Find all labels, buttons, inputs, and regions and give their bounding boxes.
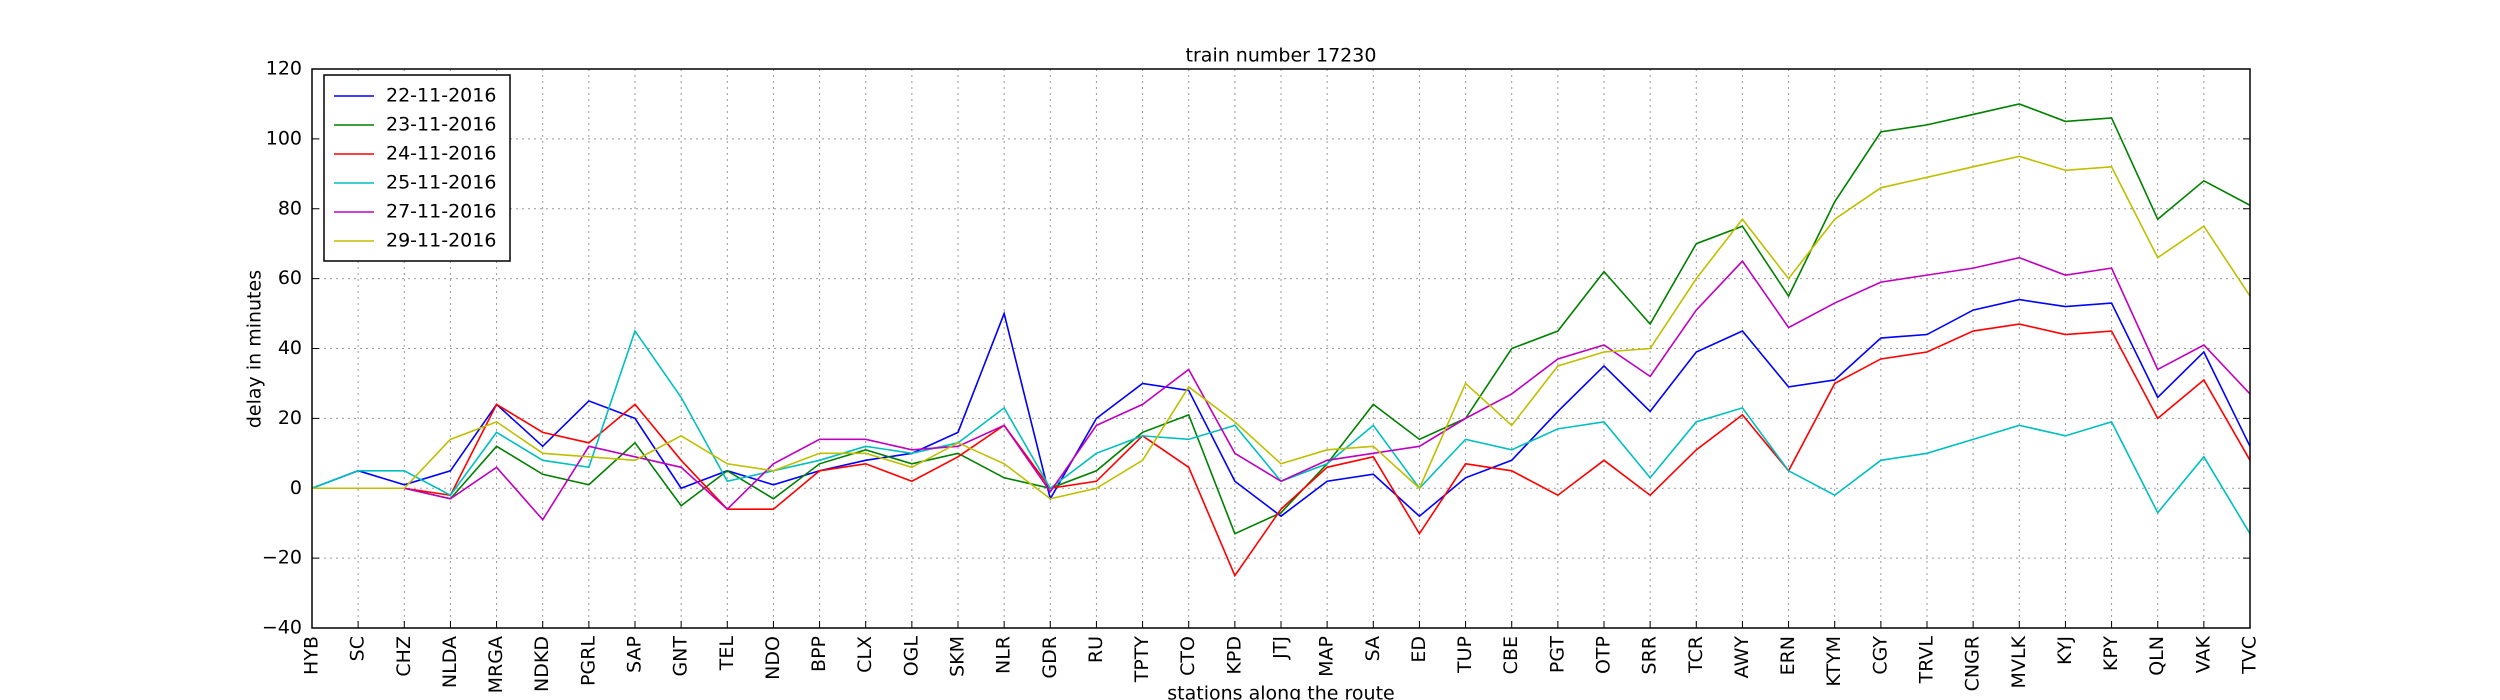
x-tick-label: SRR xyxy=(1639,636,1661,674)
y-tick-label: 40 xyxy=(278,337,302,359)
x-tick-label: GDR xyxy=(1039,636,1061,679)
y-tick-label: 100 xyxy=(266,127,302,149)
x-tick-label: AWY xyxy=(1731,636,1753,679)
legend-label: 25-11-2016 xyxy=(386,172,496,194)
x-tick-label: MVLK xyxy=(2008,635,2030,688)
x-tick-label: MRGA xyxy=(485,636,507,693)
x-tick-label: QLN xyxy=(2146,636,2168,676)
x-tick-label: RU xyxy=(1085,636,1107,663)
legend-label: 22-11-2016 xyxy=(386,85,496,107)
x-tick-label: CLX xyxy=(854,636,876,673)
x-tick-label: HYB xyxy=(301,636,323,675)
x-tick-label: BPP xyxy=(808,636,830,672)
x-tick-label: NLDA xyxy=(439,636,461,688)
x-tick-label: SC xyxy=(347,636,369,661)
x-tick-label: NDO xyxy=(762,636,784,680)
chart-title: train number 17230 xyxy=(1186,45,1377,67)
y-tick-label: 20 xyxy=(278,407,302,429)
x-tick-label: CBE xyxy=(1500,636,1522,674)
legend-label: 29-11-2016 xyxy=(386,230,496,252)
x-tick-label: VAK xyxy=(2192,635,2214,673)
x-tick-label: CTO xyxy=(1177,636,1199,676)
x-tick-label: KTYM xyxy=(1823,636,1845,687)
plot-frame xyxy=(311,68,2251,629)
x-tick-label: CNGR xyxy=(1962,636,1984,691)
data-line xyxy=(312,323,2251,578)
x-tick-label: KYJ xyxy=(2054,636,2076,665)
legend-label: 23-11-2016 xyxy=(386,114,496,136)
legend-box xyxy=(323,74,511,262)
x-tick-label: SKM xyxy=(947,636,969,677)
x-tick-label: CHZ xyxy=(393,636,415,677)
x-axis-label: stations along the route xyxy=(1167,683,1394,700)
y-tick-label: 60 xyxy=(278,267,302,289)
x-tick-label: PGT xyxy=(1546,636,1568,674)
x-tick-label: PGRL xyxy=(577,636,599,686)
x-tick-label: KPD xyxy=(1223,636,1245,675)
x-tick-label: SAP xyxy=(624,636,646,673)
x-tick-label: ERN xyxy=(1777,636,1799,675)
x-tick-label: NLR xyxy=(993,636,1015,674)
x-tick-label: KPY xyxy=(2100,636,2122,671)
x-tick-label: CGY xyxy=(1869,636,1891,675)
x-tick-label: JTJ xyxy=(1270,636,1292,660)
y-tick-label: 120 xyxy=(266,58,302,80)
x-tick-label: OGL xyxy=(900,636,922,677)
x-tick-label: TVC xyxy=(2239,636,2261,675)
y-tick-label: −20 xyxy=(262,547,302,569)
y-tick-label: 80 xyxy=(278,197,302,219)
y-axis-label: delay in minutes xyxy=(244,270,266,428)
x-tick-label: TCR xyxy=(1685,636,1707,674)
data-line xyxy=(311,298,2251,518)
x-tick-label: MAP xyxy=(1316,636,1338,677)
x-tick-label: SA xyxy=(1362,636,1384,661)
x-tick-label: ED xyxy=(1408,636,1430,663)
x-tick-label: TEL xyxy=(716,636,738,672)
y-tick-label: −40 xyxy=(262,617,302,639)
x-tick-label: NDKD xyxy=(531,636,553,692)
legend-label: 24-11-2016 xyxy=(386,143,496,165)
x-tick-label: OTP xyxy=(1593,636,1615,674)
x-tick-label: TRVL xyxy=(1916,636,1938,685)
data-line xyxy=(312,256,2251,522)
legend-label: 27-11-2016 xyxy=(386,201,496,223)
x-tick-label: GNT xyxy=(670,636,692,677)
x-tick-label: TPTY xyxy=(1131,636,1153,684)
y-tick-label: 0 xyxy=(290,477,302,499)
x-tick-label: TUP xyxy=(1454,636,1476,674)
data-line xyxy=(312,103,2251,535)
data-line xyxy=(312,155,2251,500)
